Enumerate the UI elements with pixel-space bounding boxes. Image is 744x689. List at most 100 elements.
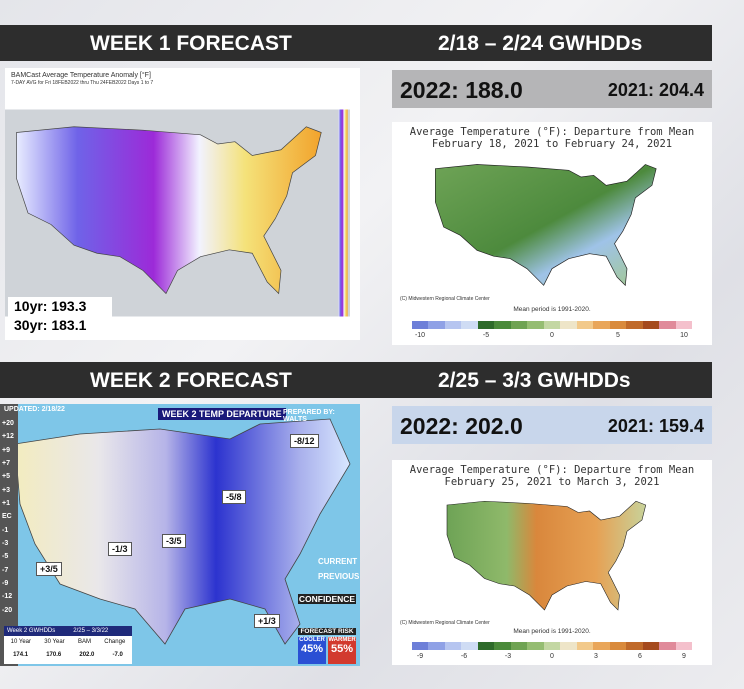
color-chip xyxy=(428,642,445,650)
table-cell: 10 Year xyxy=(10,639,31,645)
mean-period: Mean period is 1991-2020. xyxy=(513,306,591,313)
ref-map-title: February 25, 2021 to March 3, 2021 xyxy=(444,476,660,488)
scale-label: -7 xyxy=(2,566,9,574)
forecast-risk-label: FORECAST RISK xyxy=(298,628,356,635)
scale-label: 6 xyxy=(638,653,642,660)
prior-year-value: 2021: 204.4 xyxy=(607,80,704,100)
color-chip xyxy=(576,642,594,650)
map-title: WEEK 2 TEMP DEPARTURE xyxy=(158,408,286,420)
credit: (C) Midwestern Regional Climate Center xyxy=(400,620,490,626)
scale-label: -12 xyxy=(2,593,13,601)
scale-label: 0 xyxy=(550,653,554,660)
credit: (C) Midwestern Regional Climate Center xyxy=(400,296,490,302)
color-chip xyxy=(659,642,676,650)
color-scale xyxy=(412,642,692,650)
gwhdd-box: 2022: 202.0 2021: 159.4 xyxy=(392,406,712,444)
scale-label: -3 xyxy=(504,653,512,660)
map-graphic xyxy=(446,500,647,611)
color-chip xyxy=(642,321,660,329)
forecast-map: +20 +12 +9 +7 +5 +3 +1 EC -1 -3 -5 -7 -9 -12 -20 UPDAT… xyxy=(0,404,360,666)
scale-label: -9 xyxy=(2,580,9,587)
table-cell: BAM xyxy=(77,639,91,645)
table-title: Week 2 GWHDDs xyxy=(7,628,56,634)
color-chip xyxy=(444,642,462,650)
scale-label: +12 xyxy=(2,433,14,441)
table-cell: -7.0 xyxy=(112,652,123,658)
color-chip xyxy=(659,321,676,329)
anomaly-label: +3/5 xyxy=(36,562,62,576)
current-year-value: 2022: 202.0 xyxy=(400,413,523,439)
normals-box: 10yr: 193.3 30yr: 183.1 xyxy=(8,297,112,338)
header-bar: WEEK 2 FORECAST 2/25 – 3/3 GWHDDs xyxy=(0,362,712,398)
color-chip xyxy=(576,321,594,329)
color-chip xyxy=(477,642,495,650)
ref-map-title: Average Temperature (°F): Departure from… xyxy=(409,464,695,476)
scale-label: 0 xyxy=(550,332,554,339)
scale-label: 3 xyxy=(594,653,598,660)
anomaly-label: -3/5 xyxy=(162,534,186,548)
color-chip xyxy=(412,642,429,650)
ref-map-title: February 18, 2021 to February 24, 2021 xyxy=(431,138,673,150)
legend-previous: PREVIOUS xyxy=(318,572,360,581)
scale-label: 9 xyxy=(682,653,686,660)
color-chip xyxy=(510,642,528,650)
prepared-by: PREPARED BY: WALTS xyxy=(283,409,335,423)
anomaly-label: -1/3 xyxy=(108,542,132,556)
table-cell: 170.6 xyxy=(46,652,62,658)
gwhdd-box: 2022: 188.0 2021: 204.4 xyxy=(392,70,712,108)
color-chip xyxy=(609,321,627,329)
color-chip xyxy=(494,321,511,329)
color-chip xyxy=(543,642,561,650)
scale-label: -5 xyxy=(2,553,9,561)
scale-label: -10 xyxy=(414,332,426,339)
cooler-pct: 45% xyxy=(300,643,324,655)
map-title: BAMCast Average Temperature Anomaly [°F] xyxy=(11,72,151,79)
reference-map: Average Temperature (°F): Departure from… xyxy=(392,122,712,345)
scale-label: +20 xyxy=(2,420,14,427)
cooler-label: COOLER xyxy=(299,637,325,643)
scale-labels: -9 -6 -3 0 3 6 9 xyxy=(412,653,692,663)
scale-label: -6 xyxy=(460,653,468,660)
table-cell: 174.1 xyxy=(13,652,29,658)
table-header-row: 10 Year 30 Year BAM Change xyxy=(4,636,132,649)
table-value-row: 174.1 170.6 202.0 -7.0 xyxy=(4,649,132,662)
section-title: WEEK 1 FORECAST xyxy=(90,32,292,55)
table-cell: 30 Year xyxy=(44,639,65,645)
scale-label: 10 xyxy=(680,332,688,339)
header-bar: WEEK 1 FORECAST 2/18 – 2/24 GWHDDs xyxy=(0,25,712,61)
map-graphic xyxy=(435,164,657,287)
section-title: WEEK 2 FORECAST xyxy=(90,369,292,392)
anomaly-label: -8/12 xyxy=(290,434,319,448)
color-chip xyxy=(461,321,478,329)
legend-current: CURRENT xyxy=(318,557,358,566)
scale-label: +5 xyxy=(2,473,10,481)
color-chip xyxy=(477,321,495,329)
color-chip xyxy=(461,642,478,650)
current-year-value: 2022: 188.0 xyxy=(400,77,523,103)
gwhdd-table: Week 2 GWHDDs 2/25 – 3/3/22 10 Year 30 Ye… xyxy=(4,626,132,664)
scale-label: -9 xyxy=(416,653,424,660)
color-chip xyxy=(510,321,528,329)
color-chip xyxy=(444,321,462,329)
table-cell: 202.0 xyxy=(79,652,95,658)
normal-value: 30yr: 183.1 xyxy=(14,317,87,333)
scale-label: -5 xyxy=(482,332,490,339)
color-chip xyxy=(642,642,660,650)
reference-map: Average Temperature (°F): Departure from… xyxy=(392,460,712,665)
map-graphic xyxy=(5,109,350,317)
table-title: 2/25 – 3/3/22 xyxy=(73,628,109,634)
color-chip xyxy=(560,642,577,650)
color-chip xyxy=(626,321,643,329)
anomaly-label: -5/8 xyxy=(222,490,246,504)
color-scale xyxy=(412,321,692,329)
map-subtitle: 7-DAY AVG for Fri 18FEB2022 thru Thu 24F… xyxy=(11,80,154,86)
scale-label: +3 xyxy=(2,486,10,494)
color-chip xyxy=(609,642,627,650)
anomaly-label: +1/3 xyxy=(254,614,280,628)
scale-label: -20 xyxy=(2,606,13,614)
color-chip xyxy=(527,642,544,650)
forecast-map: BAMCast Average Temperature Anomaly [°F]… xyxy=(5,68,360,340)
scale-label: EC xyxy=(2,513,12,521)
mean-period: Mean period is 1991-2020. xyxy=(513,628,591,635)
